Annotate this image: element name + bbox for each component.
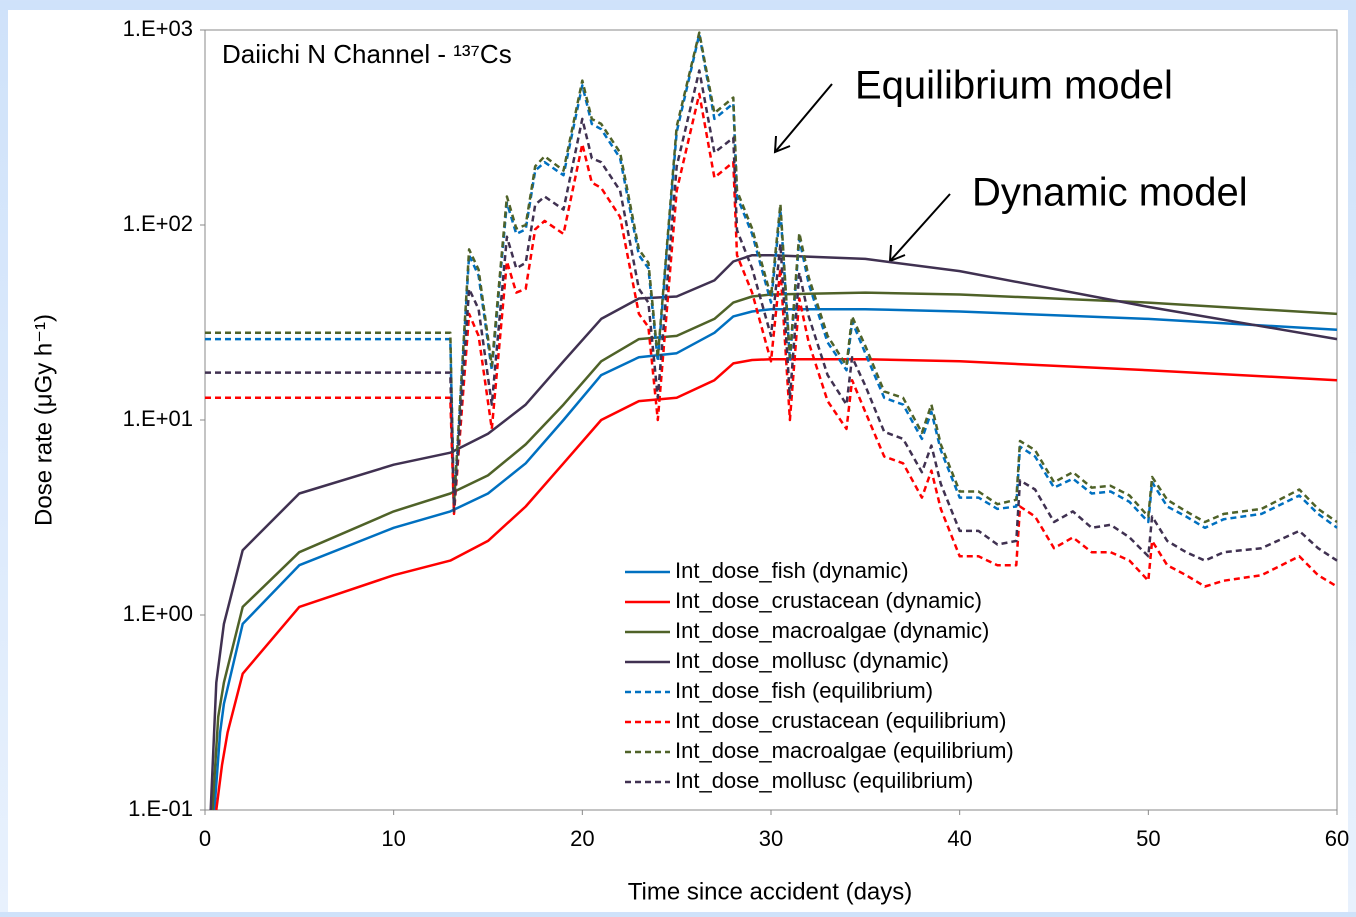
series-line xyxy=(211,291,1338,811)
annotation-arrow xyxy=(773,83,833,154)
legend-label: Int_dose_macroalgae (equilibrium) xyxy=(675,738,1014,763)
y-tick-label: 1.E+02 xyxy=(123,211,193,236)
x-tick-label: 40 xyxy=(947,826,971,851)
x-tick-label: 30 xyxy=(759,826,783,851)
series-line xyxy=(215,357,1338,811)
y-tick-label: 1.E+01 xyxy=(123,406,193,431)
series-line xyxy=(209,253,1338,811)
series-line xyxy=(205,92,1338,588)
legend-label: Int_dose_fish (equilibrium) xyxy=(675,678,933,703)
x-tick-label: 20 xyxy=(570,826,594,851)
series-line xyxy=(213,307,1338,811)
y-axis-label: Dose rate (μGy h⁻¹) xyxy=(30,314,57,526)
y-tick-label: 1.E-01 xyxy=(128,796,193,821)
x-tick-label: 50 xyxy=(1136,826,1160,851)
legend-label: Int_dose_mollusc (equilibrium) xyxy=(675,768,973,793)
x-tick-label: 60 xyxy=(1325,826,1349,851)
series-line xyxy=(205,31,1338,524)
plot-lines xyxy=(205,31,1338,811)
x-axis-label: Time since accident (days) xyxy=(628,878,913,905)
chart-title: Daiichi N Channel - ¹³⁷Cs xyxy=(222,39,512,69)
annotation: Equilibrium model xyxy=(855,64,1173,108)
legend-label: Int_dose_crustacean (dynamic) xyxy=(675,588,982,613)
y-tick-label: 1.E+03 xyxy=(123,16,193,41)
x-tick-label: 10 xyxy=(381,826,405,851)
legend-label: Int_dose_fish (dynamic) xyxy=(675,558,909,583)
series-line xyxy=(205,69,1338,562)
legend-label: Int_dose_crustacean (equilibrium) xyxy=(675,708,1006,733)
legend-label: Int_dose_mollusc (dynamic) xyxy=(675,648,949,673)
legend-label: Int_dose_macroalgae (dynamic) xyxy=(675,618,989,643)
x-tick-label: 0 xyxy=(199,826,211,851)
y-tick-label: 1.E+00 xyxy=(123,601,193,626)
annotation: Dynamic model xyxy=(972,171,1248,215)
